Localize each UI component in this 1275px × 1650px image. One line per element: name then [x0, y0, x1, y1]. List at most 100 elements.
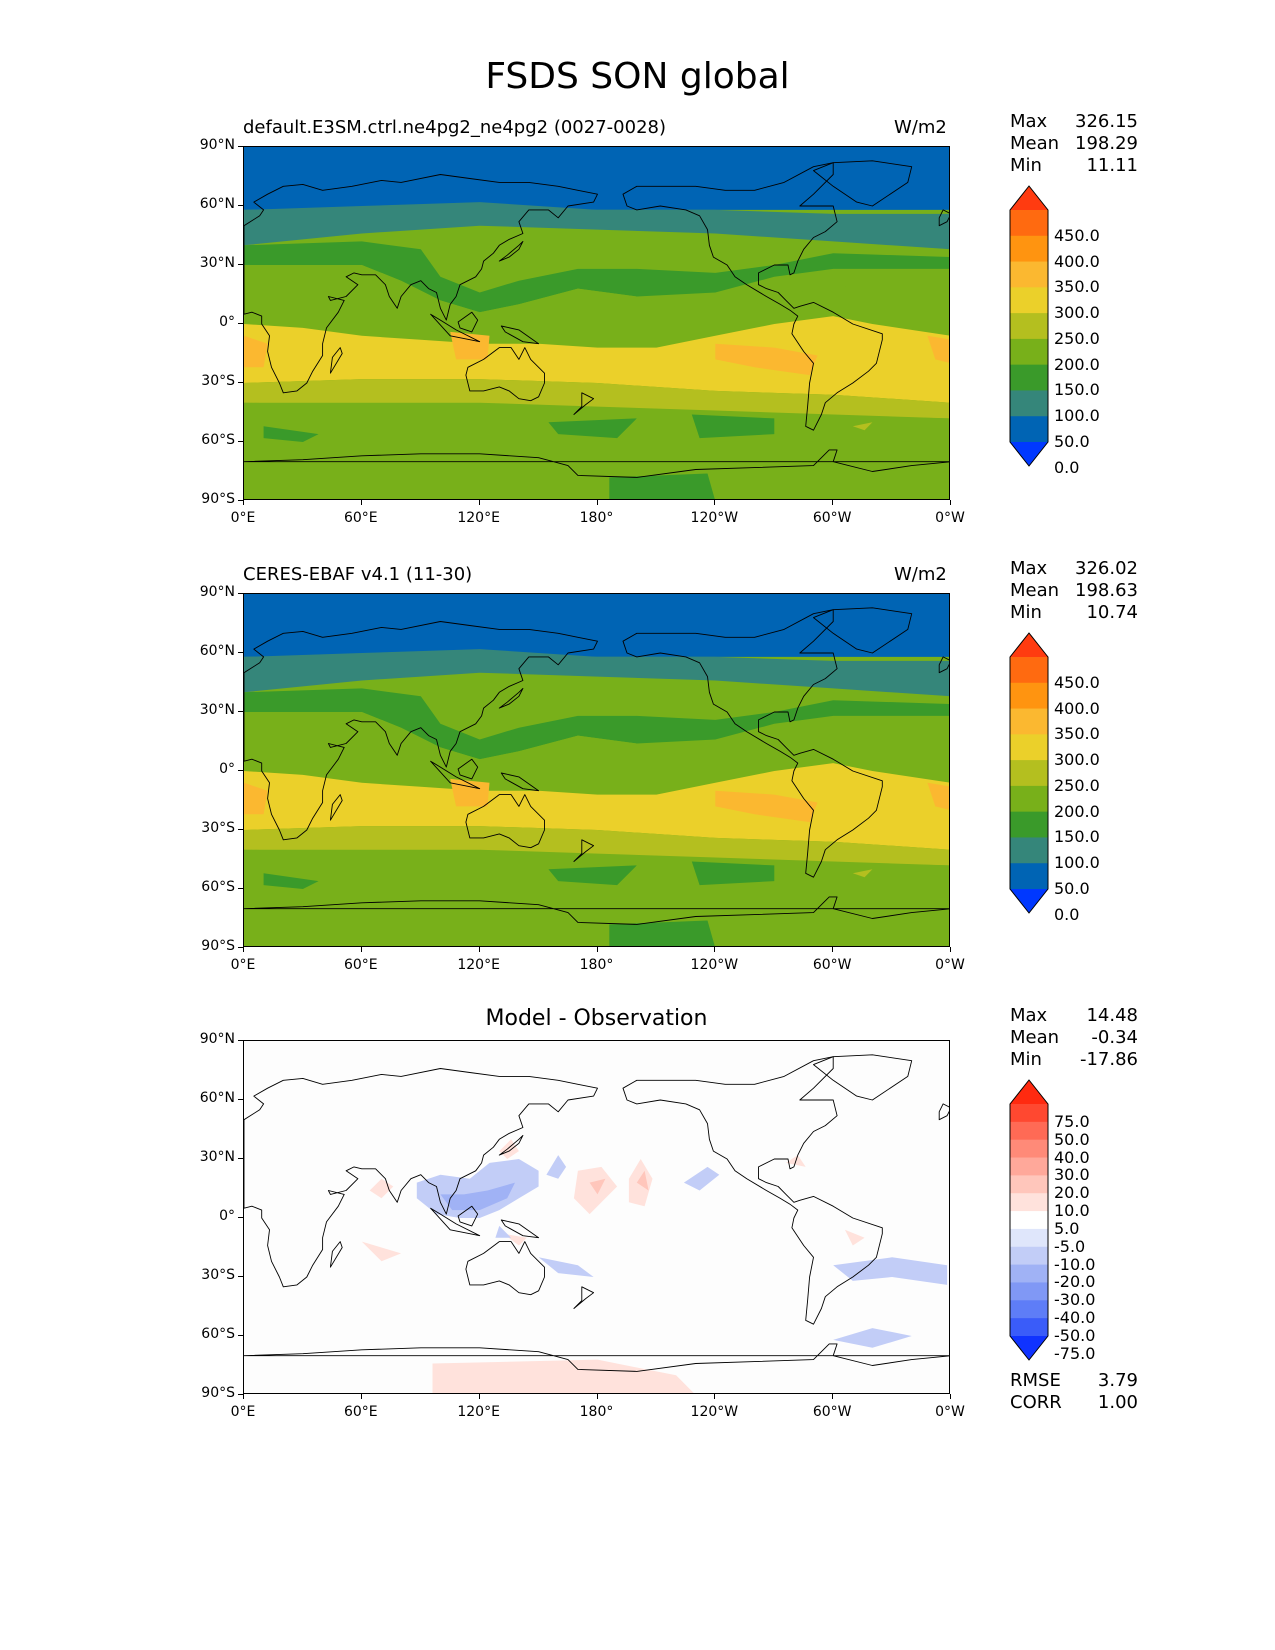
- lon-tick: [950, 500, 951, 505]
- contour-region: [495, 1225, 512, 1238]
- coastline-americas: [622, 162, 883, 431]
- colorbar-segment: [1010, 1175, 1048, 1194]
- coastline-australia: [465, 1241, 545, 1296]
- coastline-antarctica: [244, 449, 949, 478]
- contour-region: [244, 241, 949, 313]
- colorbar-segment: [1010, 708, 1048, 735]
- colorbar-tick-label: -10.0: [1054, 1254, 1096, 1274]
- contour-region: [852, 422, 873, 431]
- colorbar-segment: [1010, 811, 1048, 838]
- metric-value: 1.00: [1097, 1392, 1138, 1413]
- colorbar-extend-max: [1010, 1080, 1048, 1104]
- stat-value: 198.29: [1075, 133, 1138, 154]
- lon-label: 180°: [579, 510, 614, 526]
- contour-region: [609, 473, 715, 499]
- colorbar-segment: [1010, 1104, 1048, 1123]
- contour-region: [636, 1170, 649, 1191]
- lat-tick: [238, 1276, 243, 1277]
- contour-region: [244, 826, 949, 866]
- lat-tick: [238, 1040, 243, 1041]
- colorbar-segment: [1010, 1264, 1048, 1283]
- colorbar-tick-label: -40.0: [1054, 1308, 1096, 1328]
- lat-label: 30°S: [201, 820, 235, 836]
- colorbar-segment: [1010, 682, 1048, 710]
- metric-row-rmse: RMSE 3.79: [1010, 1370, 1138, 1392]
- lat-tick: [238, 711, 243, 712]
- lat-label: 90°N: [199, 584, 235, 600]
- colorbar-tick-label: 250.0: [1054, 775, 1100, 795]
- lat-tick: [238, 1394, 243, 1395]
- lat-label: 30°N: [199, 1149, 235, 1165]
- colorbar-tick-label: 0.0: [1054, 904, 1080, 924]
- colorbar-segment: [1010, 863, 1048, 890]
- contour-region: [244, 402, 949, 499]
- stat-label: Max: [1010, 558, 1048, 579]
- lon-tick: [596, 1394, 598, 1399]
- colorbar-tick-label: 350.0: [1054, 277, 1100, 297]
- colorbar-segment: [1010, 837, 1048, 864]
- stat-row-min: Min 11.11: [1010, 155, 1138, 177]
- colorbar-tick-label: 50.0: [1054, 879, 1090, 898]
- stat-value: -17.86: [1079, 1049, 1138, 1070]
- colorbar-segment: [1010, 1246, 1048, 1266]
- contour-region: [244, 763, 949, 850]
- metric-row-corr: CORR 1.00: [1010, 1392, 1138, 1414]
- lon-label: 60°W: [812, 1404, 852, 1420]
- lat-tick: [238, 500, 243, 501]
- lon-tick: [243, 1394, 244, 1399]
- lon-tick: [596, 947, 598, 952]
- lon-label: 120°W: [690, 957, 739, 973]
- contour-region: [833, 1328, 912, 1348]
- stat-row-min: Min 10.74: [1010, 602, 1138, 624]
- lat-label: 60°S: [201, 432, 235, 448]
- stat-value: 326.15: [1075, 111, 1138, 132]
- contour-region: [244, 649, 949, 697]
- colorbar-tick-label: 30.0: [1054, 1165, 1090, 1185]
- lat-label: 30°S: [201, 373, 235, 389]
- stat-value: -0.34: [1091, 1027, 1138, 1048]
- coastline-japan: [498, 240, 524, 262]
- colorbar-outline: [1009, 1079, 1049, 1361]
- lon-tick: [832, 947, 834, 952]
- colorbar-extend-max: [1010, 186, 1048, 210]
- lon-tick: [243, 500, 244, 505]
- colorbar: [1009, 185, 1049, 467]
- lat-tick: [238, 264, 243, 265]
- map-canvas: [244, 594, 949, 946]
- panel-title: default.E3SM.ctrl.ne4pg2_ne4pg2 (0027-00…: [243, 117, 666, 138]
- contour-region: [499, 1139, 519, 1159]
- lon-label: 60°E: [343, 1404, 378, 1420]
- lon-label: 120°E: [457, 510, 500, 526]
- contour-region: [244, 265, 949, 348]
- contour-region: [450, 778, 490, 807]
- metric-value: 3.79: [1097, 1370, 1138, 1391]
- stat-label: Min: [1010, 1049, 1042, 1070]
- lon-tick: [596, 500, 598, 505]
- contour-region: [548, 418, 637, 439]
- coastline-africa-europe-asia: [244, 1068, 598, 1288]
- stat-value: 10.74: [1086, 602, 1138, 623]
- panel-title: CERES-EBAF v4.1 (11-30): [243, 564, 473, 585]
- coastline-antarctica: [244, 896, 949, 925]
- coastline-australia: [465, 794, 545, 849]
- lat-label: 60°N: [199, 643, 235, 659]
- colorbar-segment: [1010, 760, 1048, 787]
- coastline-greenland: [813, 1054, 913, 1101]
- stat-label: Mean: [1010, 1027, 1060, 1048]
- contour-region: [244, 379, 949, 419]
- lat-label: 60°S: [201, 879, 235, 895]
- colorbar-tick-label: 350.0: [1054, 724, 1100, 744]
- contour-region: [263, 426, 319, 442]
- contour-region: [691, 861, 775, 886]
- contour-region: [440, 1182, 515, 1211]
- coastline-uk: [938, 1103, 949, 1121]
- stat-value: 11.11: [1086, 155, 1138, 176]
- lat-tick: [238, 947, 243, 948]
- colorbar-segment: [1010, 1121, 1048, 1141]
- units-label: W/m2: [894, 117, 947, 138]
- colorbar-segment: [1010, 1157, 1048, 1176]
- metric-label: RMSE: [1010, 1370, 1061, 1391]
- stat-row-min: Min -17.86: [1010, 1049, 1138, 1071]
- lat-label: 90°S: [201, 938, 235, 954]
- lon-tick: [478, 947, 480, 952]
